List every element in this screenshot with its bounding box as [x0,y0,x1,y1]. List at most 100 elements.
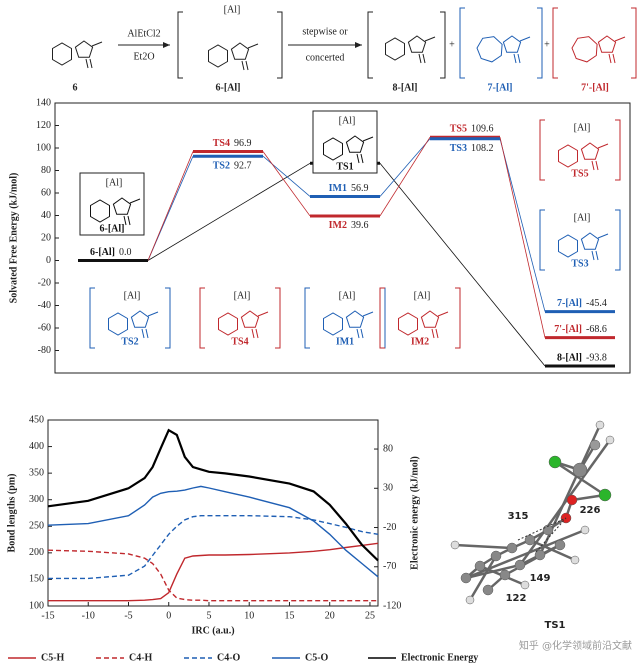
atom [572,462,588,478]
ring [52,42,72,66]
series-line [47,549,378,602]
structure-box [79,172,145,236]
atom [499,569,511,581]
level-value: 108.2 [471,143,494,154]
structure-label: TS1 [336,161,353,172]
ring [580,142,600,160]
bond [614,36,626,42]
connector [379,163,546,367]
ring [558,234,578,258]
bond [360,328,364,339]
bond [595,250,599,261]
y-tick-label: 300 [29,494,44,505]
y-tick-label: 40 [41,210,51,221]
bond [127,215,131,226]
arrow-bottom-text: concerted [306,52,345,63]
ring [130,310,150,328]
y-tick-label: 20 [41,232,51,243]
y-tick-label: 100 [29,600,44,611]
atom [460,572,472,584]
atom [589,439,601,451]
bond [129,198,141,204]
ring [571,36,598,63]
molecule-label: TS1 [545,620,566,631]
level-value: 0.0 [119,247,132,258]
ring [74,40,94,58]
level-value: 56.9 [351,183,369,194]
ring [385,37,405,61]
level-value: -93.8 [586,352,607,363]
ring [323,137,343,161]
plus: + [449,39,455,50]
ring [558,144,578,168]
ring [108,312,128,336]
atom [534,549,546,561]
legend-label: C5-H [41,652,65,663]
bond [591,250,595,261]
structure-label: IM2 [411,336,429,347]
x-tick-label: 10 [244,610,254,621]
plus: + [544,39,550,50]
y2-tick-label: 30 [383,483,393,494]
bond [85,58,89,69]
ring [407,35,427,53]
ring [345,135,365,153]
y-tick-label: 350 [29,467,44,478]
x-tick-label: 15 [284,610,294,621]
bracket [539,209,621,271]
bond [529,538,576,562]
y-tick-label: 100 [36,142,51,153]
x-tick-label: 5 [206,610,211,621]
distance-label: 315 [508,511,529,522]
al-label: [Al] [224,4,241,15]
bond [517,53,521,64]
structure-label: TS5 [571,168,588,179]
level-value: -45.4 [586,298,607,309]
al-label: [Al] [106,177,123,188]
level-value: 92.7 [234,161,252,172]
y-tick-label: 200 [29,547,44,558]
series-line [47,428,379,562]
y-tick-label: -60 [38,322,51,333]
bond [595,160,599,171]
bond [513,53,517,64]
al-label: [Al] [339,290,356,301]
bond [147,311,159,317]
connector [147,162,311,261]
series-line [48,515,379,580]
ring [240,310,260,328]
y2-tick-label: -70 [383,561,396,572]
connector [499,137,546,338]
distance-line [535,517,567,553]
ring [580,232,600,250]
structure-box [312,110,378,174]
y-axis-label: Solvated Free Energy (kJ/mol) [8,173,19,304]
ring [208,44,228,68]
x-tick-label: 20 [325,610,335,621]
bond [591,160,595,171]
atom [474,560,486,572]
series-line [48,542,379,602]
x-tick-label: -5 [124,610,132,621]
bond [123,215,127,226]
level-name: 6-[Al] [90,247,115,258]
level-name: TS2 [213,161,230,172]
reagent: AlEtCl2 [127,28,160,39]
distance-line [517,517,567,541]
bond [356,153,360,164]
y-tick-label: 150 [29,574,44,585]
complex-label: 6-[Al] [216,82,241,93]
legend-label: C5-O [305,652,329,663]
al-label: [Al] [124,290,141,301]
bracket [367,11,446,79]
bond [608,53,612,64]
level-name: TS3 [450,143,467,154]
structure-label: TS3 [571,258,588,269]
bond [245,60,249,71]
bond [257,311,269,317]
al-label: [Al] [234,290,251,301]
bond [597,143,609,149]
bond [91,41,103,47]
plot-frame [47,419,379,607]
atom [450,540,460,550]
